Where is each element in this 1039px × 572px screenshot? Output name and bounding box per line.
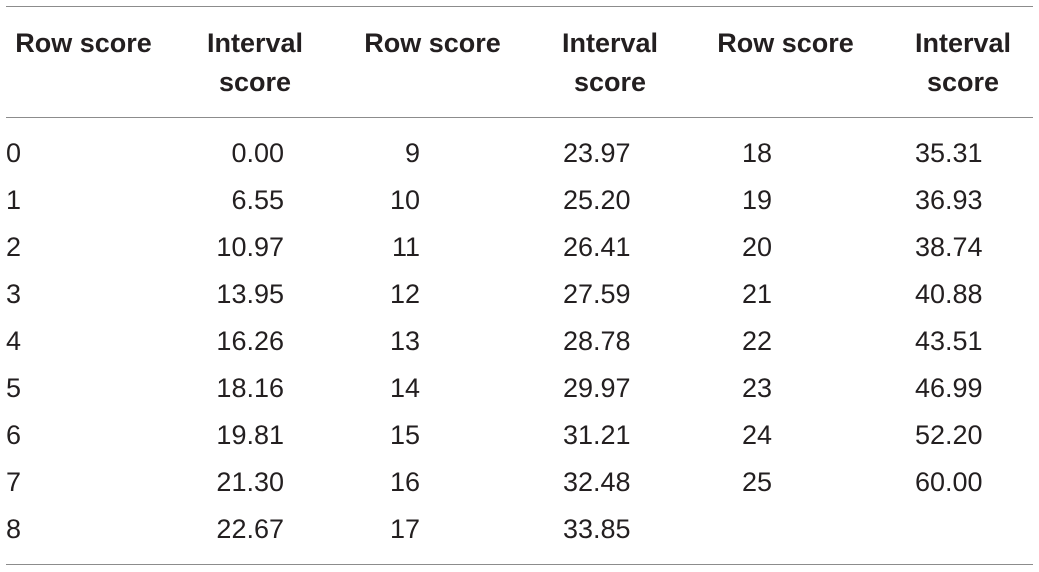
column-header: Row score [364,28,501,58]
interval-score-cell: 28.78 [563,326,631,356]
column-header: Interval score [914,28,1012,97]
row-score-cell: 13 [389,326,420,356]
column-header: Interval score [561,28,659,97]
interval-score-cell: 16.26 [216,326,284,356]
row-score-cell: 25 [742,467,773,497]
row-score-cell: 7 [6,467,22,497]
interval-score-cell: 52.20 [915,420,983,450]
interval-score-cell: 18.16 [216,373,284,403]
interval-score-cell: 27.59 [563,279,631,309]
row-score-cell: 17 [389,514,420,544]
interval-score-cell: 22.67 [216,514,284,544]
row-score-cell: 8 [6,514,22,544]
interval-score-cell: 35.31 [915,138,983,168]
interval-score-cell: 13.95 [216,279,284,309]
row-score-cell: 16 [389,467,420,497]
row-score-cell: 0 [6,138,22,168]
interval-score-cell: 60.00 [915,467,983,497]
row-score-cell: 15 [389,420,420,450]
interval-score-cell: 23.97 [563,138,631,168]
row-score-cell: 21 [742,279,773,309]
row-score-cell: 24 [742,420,773,450]
row-score-cell: 1 [6,185,22,215]
row-score-cell: 12 [389,279,420,309]
interval-score-cell: 40.88 [915,279,983,309]
interval-score-cell: 6.55 [231,185,284,215]
table-top-rule [6,6,1033,7]
interval-score-cell: 32.48 [563,467,631,497]
interval-score-cell: 33.85 [563,514,631,544]
column-header: Interval score [206,28,304,97]
row-score-cell: 18 [742,138,773,168]
interval-score-cell: 36.93 [915,185,983,215]
interval-score-cell: 46.99 [915,373,983,403]
row-score-cell: 5 [6,373,22,403]
interval-score-cell: 43.51 [915,326,983,356]
row-score-cell: 3 [6,279,22,309]
interval-score-cell: 38.74 [915,232,983,262]
interval-score-cell: 21.30 [216,467,284,497]
interval-score-cell: 25.20 [563,185,631,215]
interval-score-cell: 31.21 [563,420,631,450]
row-score-cell: 10 [389,185,420,215]
column-header: Row score [15,28,152,58]
row-score-cell: 19 [742,185,773,215]
interval-score-cell: 29.97 [563,373,631,403]
row-score-cell: 23 [742,373,773,403]
table-bottom-rule [6,564,1033,565]
interval-score-cell: 26.41 [563,232,631,262]
table-header-rule [6,117,1033,118]
row-score-cell: 2 [6,232,22,262]
interval-score-cell: 10.97 [216,232,284,262]
interval-score-cell: 19.81 [216,420,284,450]
row-score-cell: 11 [391,232,420,262]
row-score-cell: 20 [742,232,773,262]
column-header: Row score [717,28,854,58]
row-score-cell: 6 [6,420,22,450]
row-score-cell: 14 [389,373,420,403]
row-score-cell: 22 [742,326,773,356]
interval-score-cell: 0.00 [231,138,284,168]
row-score-cell: 9 [404,138,420,168]
row-score-cell: 4 [6,326,22,356]
